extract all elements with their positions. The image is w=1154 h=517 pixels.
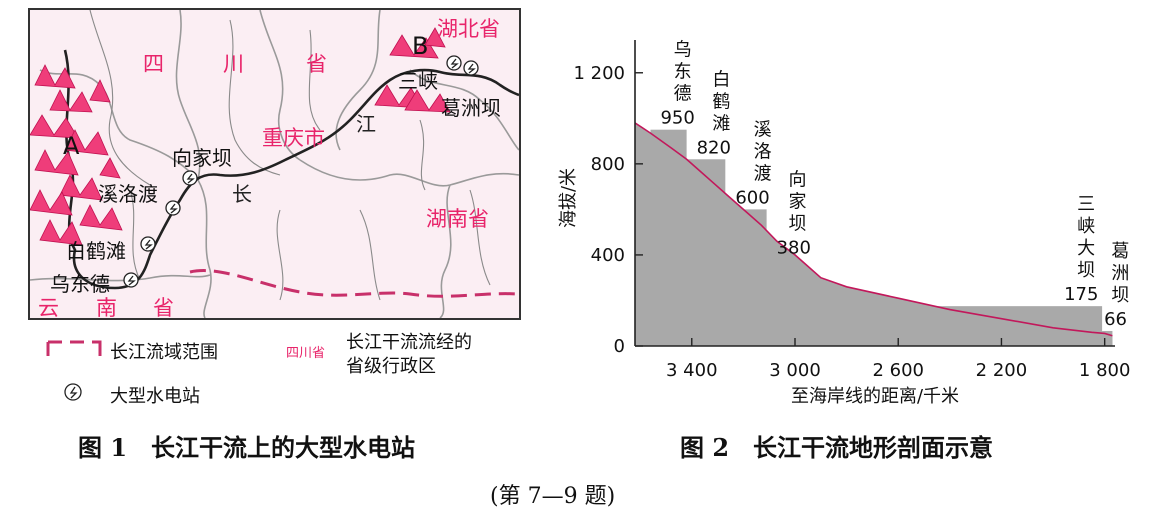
footer-question-range: (第 7—9 题) bbox=[490, 484, 616, 509]
value-label-5: 66 bbox=[1104, 309, 1127, 330]
mountains-east bbox=[374, 27, 451, 113]
x-tick-label-1: 3 000 bbox=[769, 360, 821, 381]
x-axis-title: 至海岸线的距离/千米 bbox=[791, 386, 959, 407]
point-a-label: A bbox=[63, 132, 80, 160]
y-tick-label-3: 1 200 bbox=[573, 63, 625, 84]
station-label-4-char-1: 峡 bbox=[1077, 216, 1095, 237]
station-label-gezhouba: 葛洲坝 bbox=[441, 96, 501, 120]
station-label-xiluodu: 溪洛渡 bbox=[98, 182, 158, 206]
province-sichuan-3: 省 bbox=[306, 52, 327, 76]
province-boundaries bbox=[30, 10, 519, 318]
province-sichuan-2: 川 bbox=[223, 52, 244, 76]
province-yunnan-3: 省 bbox=[153, 296, 174, 320]
province-yunnan-1: 云 bbox=[38, 296, 59, 320]
figure2-profile-chart: 0 400 800 1 200 3 400 3 000 2 600 2 200 1 800 至海岸… bbox=[558, 40, 1131, 407]
y-tick-label-2: 800 bbox=[591, 154, 625, 175]
station-label-5-char-1: 洲 bbox=[1111, 263, 1129, 284]
profile-line bbox=[634, 122, 1113, 337]
point-b-label: B bbox=[412, 32, 429, 60]
station-label-4-char-3: 坝 bbox=[1077, 260, 1095, 281]
station-label-5-char-2: 坝 bbox=[1111, 285, 1129, 306]
y-tick-label-1: 400 bbox=[591, 245, 625, 266]
figure2-caption: 图 2 长江干流地形剖面示意 bbox=[680, 433, 994, 462]
x-tick-label-3: 2 200 bbox=[976, 360, 1028, 381]
province-sichuan-1: 四 bbox=[143, 52, 164, 76]
station-label-0-char-1: 东 bbox=[674, 62, 692, 83]
station-label-5-char-0: 葛 bbox=[1111, 241, 1129, 262]
station-label-1-char-1: 鹤 bbox=[712, 91, 730, 112]
legend-province-sample: 四川省 bbox=[286, 346, 326, 361]
map-drawing bbox=[30, 10, 519, 318]
river-char-chang: 长 bbox=[232, 182, 252, 206]
station-label-4-char-0: 三 bbox=[1077, 194, 1095, 215]
figure1-map: A B 四 川 省 重庆市 湖北省 湖南省 云 南 省 江 长 三峡 葛洲坝 向… bbox=[28, 8, 521, 320]
y-axis-title: 海拔/米 bbox=[558, 168, 579, 228]
yangtze-river bbox=[63, 49, 519, 290]
station-label-3-char-0: 向 bbox=[788, 169, 806, 190]
figure1-caption: 图 1 长江干流上的大型水电站 bbox=[78, 433, 416, 462]
province-hubei: 湖北省 bbox=[437, 17, 500, 41]
value-label-1: 820 bbox=[697, 137, 731, 158]
station-label-4-char-2: 大 bbox=[1077, 238, 1095, 259]
basin-boundary bbox=[189, 269, 519, 298]
station-label-2-char-0: 溪 bbox=[754, 119, 772, 140]
station-label-1-char-0: 白 bbox=[712, 69, 730, 90]
value-label-2: 600 bbox=[735, 187, 769, 208]
province-chongqing: 重庆市 bbox=[262, 126, 325, 150]
mountains-west bbox=[30, 64, 123, 246]
legend-province-desc-2: 省级行政区 bbox=[346, 356, 436, 377]
legend-basin-label: 长江流域范围 bbox=[110, 342, 218, 363]
legend-province-desc-1: 长江干流流经的 bbox=[346, 332, 472, 353]
x-tick-label-0: 3 400 bbox=[666, 360, 718, 381]
value-label-0: 950 bbox=[660, 108, 694, 129]
province-yunnan-2: 南 bbox=[96, 296, 117, 320]
station-markers bbox=[123, 55, 479, 288]
x-tick-label-2: 2 600 bbox=[872, 360, 924, 381]
x-tick-label-4: 1 800 bbox=[1079, 360, 1131, 381]
figure1-legend: 长江流域范围 四川省 长江干流流经的 省级行政区 大型水电站 bbox=[40, 328, 520, 408]
river-char-jiang: 江 bbox=[356, 112, 376, 136]
value-label-4: 175 bbox=[1064, 284, 1098, 305]
station-label-1-char-2: 滩 bbox=[712, 113, 730, 134]
legend-station-icon bbox=[64, 383, 82, 401]
station-label-2-char-2: 渡 bbox=[754, 163, 772, 184]
station-label-xiangjiaba: 向家坝 bbox=[172, 146, 232, 170]
station-label-0-char-0: 乌 bbox=[674, 40, 692, 61]
value-label-3: 380 bbox=[777, 237, 811, 258]
legend-basin-symbol bbox=[46, 340, 102, 356]
y-tick-label-0: 0 bbox=[614, 336, 625, 357]
tributaries bbox=[89, 10, 491, 301]
station-label-0-char-2: 德 bbox=[674, 84, 692, 105]
station-label-3-char-2: 坝 bbox=[788, 213, 806, 234]
profile-area bbox=[635, 122, 1113, 346]
station-label-2-char-1: 洛 bbox=[754, 141, 772, 162]
station-label-baihetan: 白鹤滩 bbox=[66, 239, 126, 263]
station-label-3-char-1: 家 bbox=[788, 191, 806, 212]
province-hunan: 湖南省 bbox=[426, 207, 489, 231]
station-label-sanxia: 三峡 bbox=[398, 69, 438, 93]
station-bolts bbox=[127, 58, 476, 286]
station-label-wudongde: 乌东德 bbox=[50, 272, 110, 296]
legend-station-label: 大型水电站 bbox=[110, 386, 200, 407]
